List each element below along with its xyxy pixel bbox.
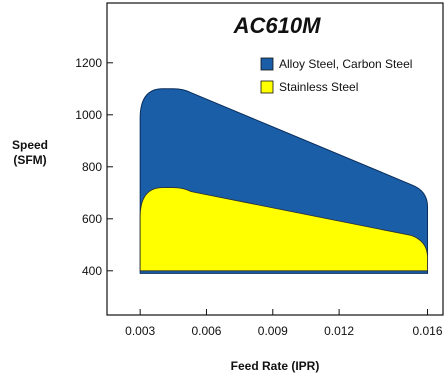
plot-frame	[106, 2, 444, 316]
chart-title: AC610M	[233, 13, 321, 38]
x-tick-label: 0.009	[258, 324, 288, 338]
y-axis-title-line2: (SFM)	[13, 153, 46, 167]
legend: Alloy Steel, Carbon Steel Stainless Stee…	[260, 57, 412, 94]
y-tick-label: 1000	[75, 108, 102, 122]
x-tick-label: 0.016	[413, 324, 443, 338]
y-tick-label: 800	[82, 160, 102, 174]
x-tick-label: 0.012	[324, 324, 354, 338]
y-tick-label: 1200	[75, 56, 102, 70]
x-axis: 0.003 0.006 0.009 0.012 0.016	[125, 309, 443, 338]
y-axis: 400 600 800 1000 1200	[75, 56, 113, 278]
y-tick-label: 400	[82, 264, 102, 278]
legend-swatch-stainless-steel	[260, 80, 274, 94]
legend-swatch-alloy-steel	[260, 57, 274, 71]
x-tick-label: 0.003	[125, 324, 155, 338]
legend-label-stainless-steel: Stainless Steel	[279, 80, 358, 94]
y-tick-label: 600	[82, 212, 102, 226]
x-tick-label: 0.006	[191, 324, 221, 338]
legend-label-alloy-steel: Alloy Steel, Carbon Steel	[279, 57, 412, 71]
y-axis-title-line1: Speed	[12, 138, 48, 152]
area-stainless-steel	[139, 187, 428, 272]
x-axis-title: Feed Rate (IPR)	[231, 359, 320, 373]
